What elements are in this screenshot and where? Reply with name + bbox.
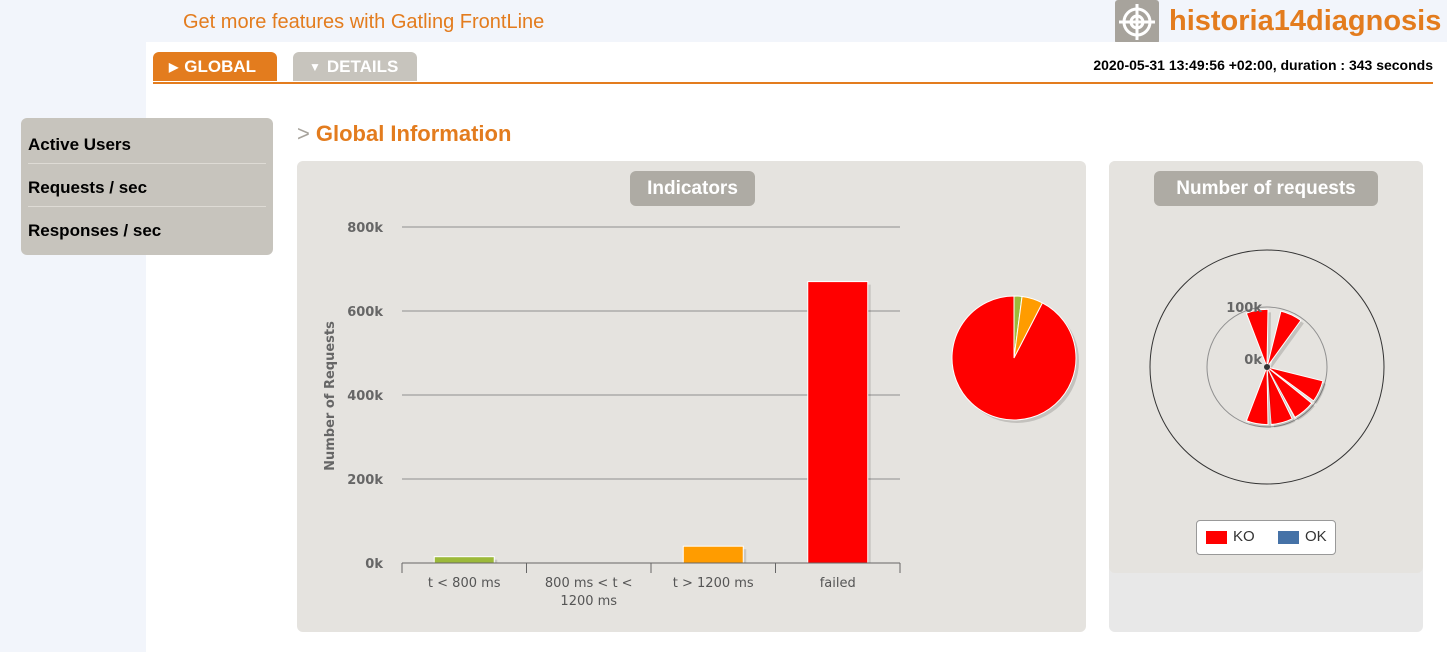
y-tick-label: 600k [347, 305, 383, 320]
sidebar-item-responses-sec[interactable]: Responses / sec [28, 207, 266, 250]
y-axis-label: Number of Requests [323, 321, 338, 471]
bar[interactable] [807, 281, 869, 564]
legend-ko-swatch[interactable] [1206, 531, 1227, 544]
header-divider [153, 82, 1433, 84]
tab-details[interactable]: ▼ DETAILS [293, 52, 417, 81]
polar-bar[interactable] [1266, 366, 1324, 402]
legend-ok-swatch[interactable] [1278, 531, 1299, 544]
polar-grid-ring [1206, 306, 1328, 428]
caret-down-icon: ▼ [309, 59, 321, 74]
tab-details-label: DETAILS [326, 56, 399, 76]
frontline-link[interactable]: Get more features with Gatling FrontLine [183, 11, 545, 33]
indicators-chart: 0k 200k 400k 600k 800k t < 800 ms 800 ms < t … [323, 221, 1079, 609]
legend-ok-label[interactable]: OK [1305, 528, 1327, 545]
bar[interactable] [682, 545, 744, 564]
bar[interactable] [433, 556, 495, 564]
polar-bar[interactable] [1266, 310, 1302, 368]
sidebar-item-label: Responses / sec [28, 221, 162, 240]
indicators-title: Indicators [630, 171, 755, 206]
section-title-label: Global Information [315, 121, 512, 146]
chevron-right-icon: > [297, 121, 310, 146]
y-tick-label: 0k [365, 557, 383, 572]
y-tick-label: 400k [347, 389, 383, 404]
y-tick-label: 800k [347, 221, 383, 236]
target-logo-icon [1115, 0, 1159, 44]
polar-bar[interactable] [1245, 308, 1269, 368]
project-name: historia14diagnosis [1169, 5, 1442, 37]
tab-global-label: GLOBAL [184, 56, 257, 76]
sidebar-item-active-users[interactable]: Active Users [28, 121, 266, 164]
sidebar-item-requests-sec[interactable]: Requests / sec [28, 164, 266, 207]
pie-slice[interactable] [951, 295, 1077, 421]
polar-tick-label: 100k [1226, 301, 1262, 316]
tab-global[interactable]: ▶ GLOBAL [153, 52, 277, 81]
polar-tick-label: 0k [1244, 353, 1262, 368]
sidebar: Active Users Requests / sec Responses / … [21, 118, 273, 255]
polar-outer-ring [1149, 249, 1385, 485]
x-tick-label: 800 ms < t <1200 ms [545, 576, 633, 609]
y-tick-label: 200k [347, 473, 383, 488]
x-tick-label: t > 1200 ms [673, 576, 754, 591]
requests-polar-chart: 0k 100k [1149, 249, 1385, 485]
x-tick-label: failed [820, 576, 856, 591]
polar-center [1264, 364, 1270, 370]
polar-bar[interactable] [1266, 366, 1313, 419]
requests-legend: KO OK [1196, 520, 1336, 555]
sidebar-item-label: Requests / sec [28, 178, 148, 197]
sidebar-item-label: Active Users [28, 135, 132, 154]
requests-title: Number of requests [1154, 171, 1378, 206]
brand: historia14diagnosis [1115, 0, 1441, 44]
play-icon: ▶ [169, 59, 179, 74]
legend-ko-label[interactable]: KO [1233, 528, 1255, 545]
run-info: 2020-05-31 13:49:56 +02:00, duration : 3… [1093, 57, 1433, 73]
polar-bar[interactable] [1245, 366, 1269, 426]
x-tick-label: t < 800 ms [428, 576, 501, 591]
section-title: > Global Information [297, 121, 511, 147]
polar-bar[interactable] [1266, 366, 1293, 425]
